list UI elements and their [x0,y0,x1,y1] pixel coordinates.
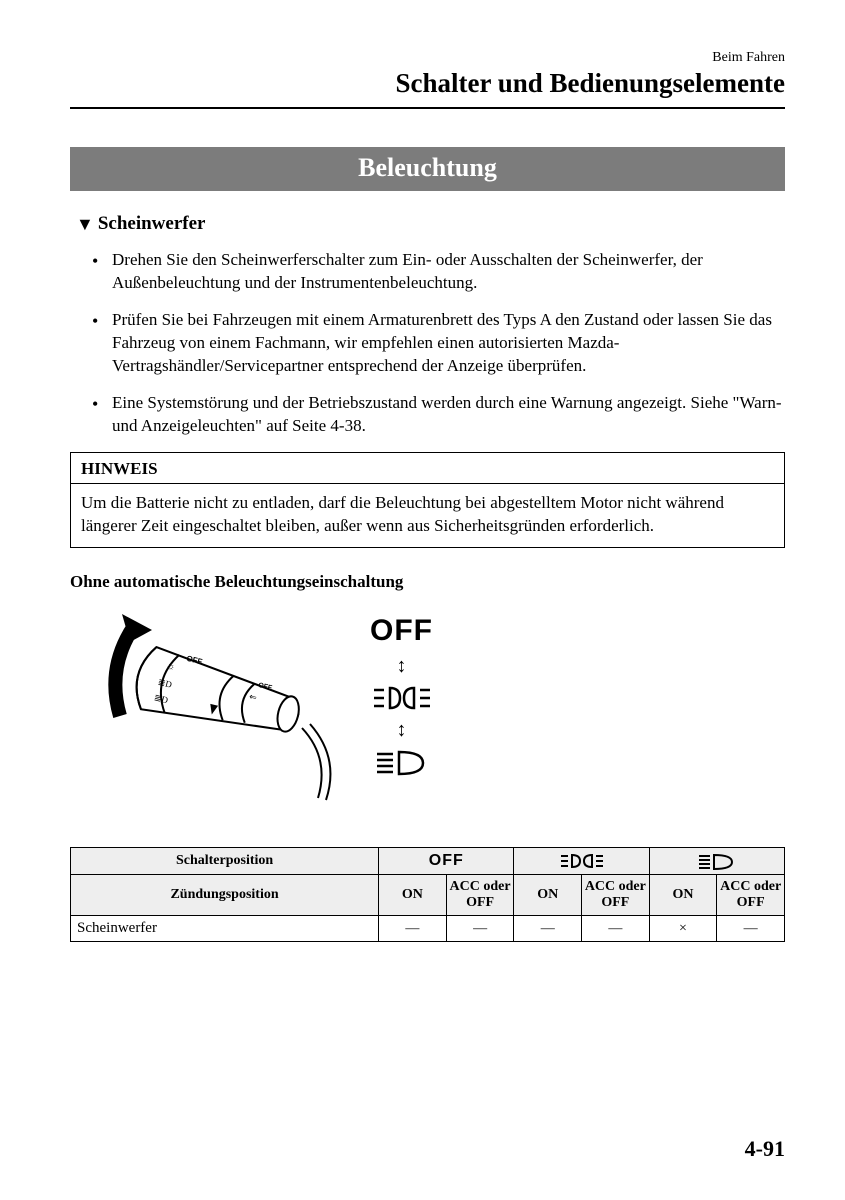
light-stalk-illustration: OFF ☼ ≣D ≣D OFF ⇐ [100,608,340,823]
triangle-marker-icon: ▼ [76,214,94,235]
subheading-scheinwerfer: ▼ Scheinwerfer [76,213,785,235]
updown-arrow-icon: ↕ [397,720,407,740]
low-beam-icon [375,748,429,778]
table-subheader-on: ON [514,875,582,916]
bullet-item: Eine Systemstörung und der Betriebszusta… [96,392,785,438]
section-title: Schalter und Bedienungselemente [70,68,785,99]
chapter-label: Beim Fahren [70,50,785,66]
parking-light-icon [372,684,432,712]
subheading-text: Scheinwerfer [98,213,206,235]
switch-positions-column: OFF ↕ ↕ [370,608,433,778]
table-cell: — [514,916,582,942]
table-header-zuendung: Zündungsposition [71,875,379,916]
subheading-no-auto: Ohne automatische Beleuchtungseinschaltu… [70,572,785,592]
switch-position-table: Schalterposition OFF [70,847,785,942]
note-box: HINWEIS Um die Batterie nicht zu entlade… [70,452,785,549]
table-subheader-acc: ACC oder OFF [717,875,785,916]
table-header-schalterposition: Schalterposition [71,848,379,875]
table-subheader-on: ON [649,875,717,916]
note-body: Um die Batterie nicht zu entladen, darf … [71,484,784,548]
table-subheader-acc: ACC oder OFF [446,875,514,916]
table-header-lowbeam-icon [649,848,784,875]
table-row: Scheinwerfer — — — — × — [71,916,785,942]
bullet-item: Prüfen Sie bei Fahrzeugen mit einem Arma… [96,309,785,378]
table-cell: — [446,916,514,942]
page-header: Beim Fahren Schalter und Bedienungseleme… [70,50,785,99]
table-subheader-on: ON [379,875,447,916]
bullet-list: Drehen Sie den Scheinwerferschalter zum … [76,249,785,438]
table-header-off: OFF [379,848,514,875]
table-row-label: Scheinwerfer [71,916,379,942]
topic-banner: Beleuchtung [70,147,785,191]
table-header-parking-icon [514,848,649,875]
page-number: 4-91 [745,1136,785,1162]
note-label: HINWEIS [71,453,784,484]
table-cell: × [649,916,717,942]
table-subheader-acc: ACC oder OFF [582,875,650,916]
table-cell: — [379,916,447,942]
table-cell: — [582,916,650,942]
diagram-row: OFF ☼ ≣D ≣D OFF ⇐ OFF ↕ [100,608,785,823]
position-off-label: OFF [370,614,433,648]
bullet-item: Drehen Sie den Scheinwerferschalter zum … [96,249,785,295]
header-rule [70,107,785,109]
table-cell: — [717,916,785,942]
updown-arrow-icon: ↕ [397,656,407,676]
